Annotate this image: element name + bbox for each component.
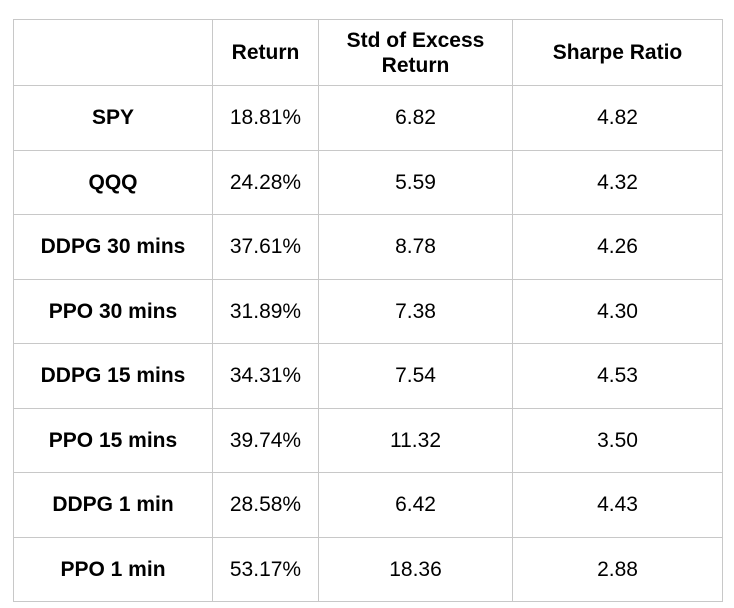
header-cell-std: Std of Excess Return	[318, 19, 513, 86]
return-cell: 34.31%	[212, 343, 319, 409]
std-cell: 7.54	[318, 343, 513, 409]
sharpe-cell: 4.53	[512, 343, 723, 409]
std-cell: 8.78	[318, 214, 513, 280]
return-cell: 37.61%	[212, 214, 319, 280]
row-label: DDPG 15 mins	[13, 343, 213, 409]
header-cell-return: Return	[212, 19, 319, 86]
std-cell: 6.42	[318, 472, 513, 538]
return-cell: 53.17%	[212, 536, 319, 602]
table-row: PPO 30 mins 31.89% 7.38 4.30	[13, 278, 723, 344]
sharpe-cell: 4.32	[512, 149, 723, 215]
std-cell: 11.32	[318, 407, 513, 473]
row-label: SPY	[13, 85, 213, 151]
return-cell: 24.28%	[212, 149, 319, 215]
sharpe-cell: 2.88	[512, 536, 723, 602]
std-cell: 6.82	[318, 85, 513, 151]
return-cell: 39.74%	[212, 407, 319, 473]
sharpe-cell: 4.82	[512, 85, 723, 151]
sharpe-cell: 3.50	[512, 407, 723, 473]
row-label: DDPG 30 mins	[13, 214, 213, 280]
std-cell: 5.59	[318, 149, 513, 215]
table-row: PPO 15 mins 39.74% 11.32 3.50	[13, 407, 723, 473]
row-label: PPO 1 min	[13, 536, 213, 602]
header-row: Return Std of Excess Return Sharpe Ratio	[13, 19, 723, 86]
sharpe-cell: 4.30	[512, 278, 723, 344]
row-label: QQQ	[13, 149, 213, 215]
table-row: DDPG 30 mins 37.61% 8.78 4.26	[13, 214, 723, 280]
table-row: QQQ 24.28% 5.59 4.32	[13, 149, 723, 215]
sharpe-cell: 4.43	[512, 472, 723, 538]
table-row: DDPG 1 min 28.58% 6.42 4.43	[13, 472, 723, 538]
table-row: DDPG 15 mins 34.31% 7.54 4.53	[13, 343, 723, 409]
results-table: Return Std of Excess Return Sharpe Ratio…	[13, 19, 723, 602]
return-cell: 18.81%	[212, 85, 319, 151]
row-label: PPO 30 mins	[13, 278, 213, 344]
table-row: PPO 1 min 53.17% 18.36 2.88	[13, 536, 723, 602]
std-cell: 7.38	[318, 278, 513, 344]
header-cell-corner	[13, 19, 213, 86]
sharpe-cell: 4.26	[512, 214, 723, 280]
table-row: SPY 18.81% 6.82 4.82	[13, 85, 723, 151]
return-cell: 31.89%	[212, 278, 319, 344]
row-label: PPO 15 mins	[13, 407, 213, 473]
return-cell: 28.58%	[212, 472, 319, 538]
header-cell-sharpe: Sharpe Ratio	[512, 19, 723, 86]
std-cell: 18.36	[318, 536, 513, 602]
row-label: DDPG 1 min	[13, 472, 213, 538]
